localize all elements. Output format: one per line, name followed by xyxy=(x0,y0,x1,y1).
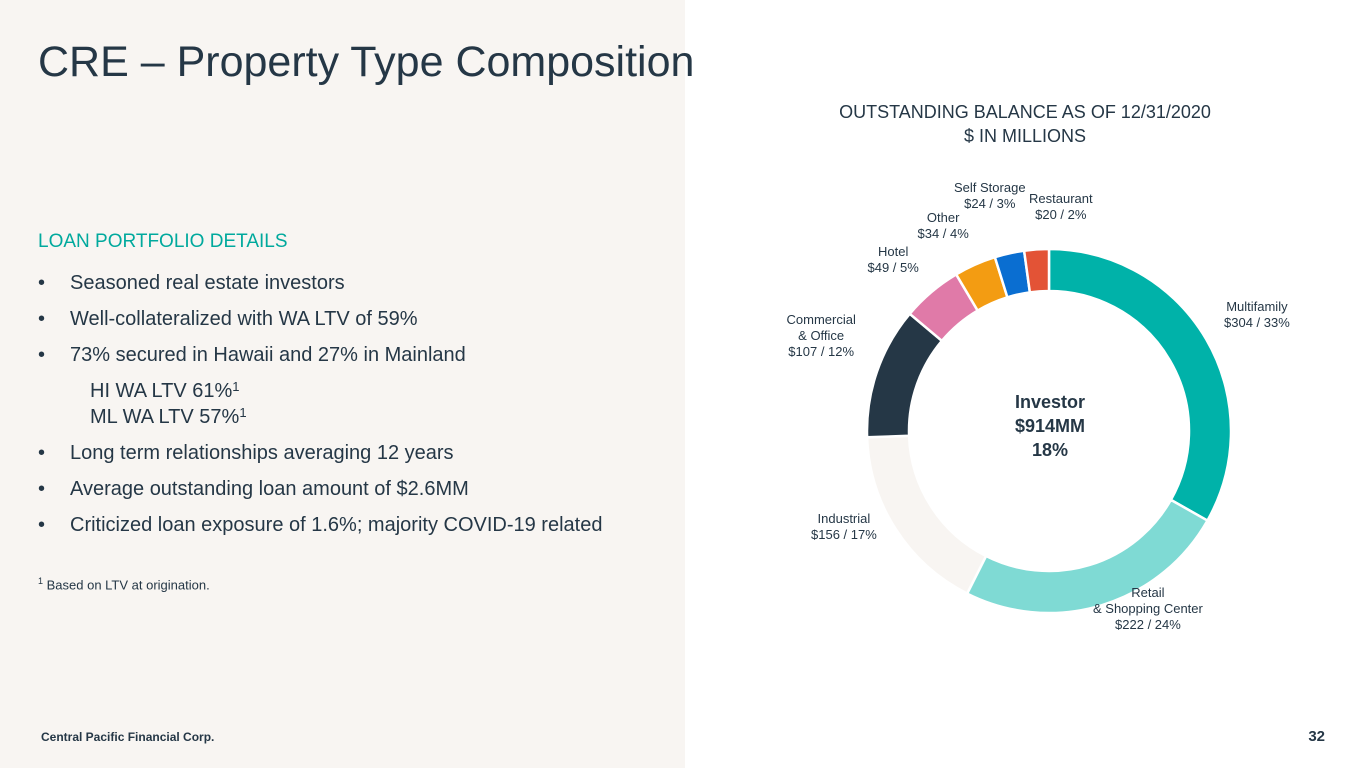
bullet-item: Long term relationships averaging 12 yea… xyxy=(38,440,602,466)
footnote-marker: 1 xyxy=(38,576,44,586)
donut-chart xyxy=(865,247,1233,615)
footnote-marker: 1 xyxy=(232,379,240,394)
slice-label-commercial-office: Commercial & Office $107 / 12% xyxy=(787,312,856,360)
sub-bullet-item: ML WA LTV 57%1 xyxy=(38,404,602,430)
bullet-item: Criticized loan exposure of 1.6%; majori… xyxy=(38,512,602,538)
footnote-text: Based on LTV at origination. xyxy=(43,577,210,593)
slice-label-other: Other $34 / 4% xyxy=(918,210,969,242)
company-name: Central Pacific Financial Corp. xyxy=(41,730,215,744)
slice-label-line: $107 / 12% xyxy=(788,344,855,359)
slice-label-line: $304 / 33% xyxy=(1224,315,1290,330)
center-line-3: 18% xyxy=(1031,440,1069,460)
slice-label-line: Self Storage xyxy=(954,180,1026,195)
slice-label-line: $222 / 24% xyxy=(1115,617,1181,632)
center-line-1: Investor xyxy=(1014,392,1086,412)
slice-label-line: $49 / 5% xyxy=(867,260,919,275)
chart-title-block: OUTSTANDING BALANCE AS OF 12/31/2020 $ I… xyxy=(775,100,1275,148)
sub-bullet-item: HI WA LTV 61%1 xyxy=(38,378,602,404)
slice-label-line: Other xyxy=(926,210,960,225)
donut-slice-restaurant xyxy=(1022,247,1051,294)
page-number: 32 xyxy=(1308,728,1325,745)
slice-label-line: Hotel xyxy=(877,244,909,259)
sub-bullet-text: ML WA LTV 57% xyxy=(90,406,240,428)
slice-label-line: & Shopping Center xyxy=(1093,601,1203,616)
footnote: 1 Based on LTV at origination. xyxy=(38,576,210,592)
slice-label-line: & Office xyxy=(798,328,845,343)
bullet-item: 73% secured in Hawaii and 27% in Mainlan… xyxy=(38,342,602,368)
slice-label-restaurant: Restaurant $20 / 2% xyxy=(1029,191,1093,223)
donut-center-label: Investor $914MM 18% xyxy=(970,390,1130,462)
slice-label-line: $34 / 4% xyxy=(917,226,969,241)
sub-bullet-text: HI WA LTV 61% xyxy=(90,380,233,402)
slice-label-line: $20 / 2% xyxy=(1035,207,1087,222)
slice-label-retail-shopping-center: Retail & Shopping Center $222 / 24% xyxy=(1093,585,1203,633)
slice-label-industrial: Industrial $156 / 17% xyxy=(811,511,877,543)
footnote-marker: 1 xyxy=(239,405,247,420)
donut-slice-industrial xyxy=(865,434,988,596)
slice-label-line: $156 / 17% xyxy=(811,527,877,542)
page-title: CRE – Property Type Composition xyxy=(38,38,695,86)
slice-label-line: Retail xyxy=(1131,585,1165,600)
center-line-2: $914MM xyxy=(1014,416,1086,436)
slice-label-line: Commercial xyxy=(786,312,856,327)
bullet-list: Seasoned real estate investors Well-coll… xyxy=(38,270,602,548)
chart-subtitle: $ IN MILLIONS xyxy=(963,126,1087,146)
slice-label-line: Industrial xyxy=(817,511,871,526)
slice-label-line: $24 / 3% xyxy=(964,196,1016,211)
bullet-item: Average outstanding loan amount of $2.6M… xyxy=(38,476,602,502)
slice-label-multifamily: Multifamily $304 / 33% xyxy=(1224,299,1290,331)
slice-label-line: Restaurant xyxy=(1029,191,1093,206)
bullet-item: Seasoned real estate investors xyxy=(38,270,602,296)
donut-slice-multifamily xyxy=(1047,247,1233,523)
slice-label-hotel: Hotel $49 / 5% xyxy=(868,244,919,276)
chart-title: OUTSTANDING BALANCE AS OF 12/31/2020 xyxy=(839,102,1211,122)
slice-label-line: Multifamily xyxy=(1226,299,1288,314)
bullet-item: Well-collateralized with WA LTV of 59% xyxy=(38,306,602,332)
section-heading: LOAN PORTFOLIO DETAILS xyxy=(38,231,288,252)
slice-label-self-storage: Self Storage $24 / 3% xyxy=(954,180,1026,212)
left-panel xyxy=(0,0,685,768)
